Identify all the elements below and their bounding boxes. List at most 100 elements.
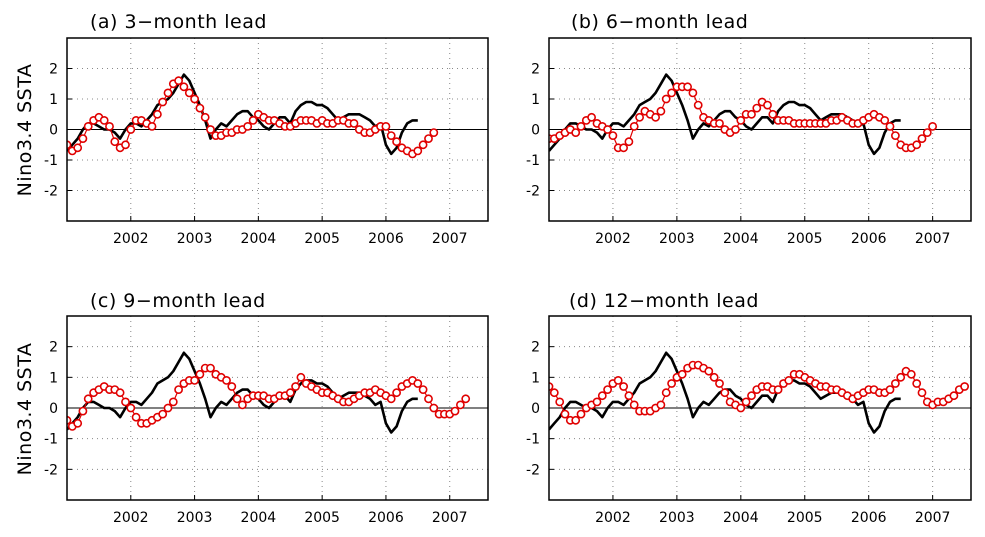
- panel-b-ytick-label-2: 2: [531, 62, 540, 78]
- panel-d-predicted-point: [576, 409, 586, 419]
- panel-b-predicted-point: [661, 94, 671, 104]
- panel-a-predicted-point: [248, 116, 258, 125]
- panel-d-predicted-point: [571, 415, 581, 425]
- panel-d-ytick-label-1: 1: [531, 370, 540, 386]
- panel-d-xtick-label-2006: 2006: [851, 510, 887, 526]
- panel-c-predicted-point: [115, 388, 125, 398]
- panel-d-predicted-point: [960, 382, 969, 391]
- panel-a-ytick-label--1: -1: [44, 153, 58, 169]
- panel-b-ytick-label--2: -2: [526, 184, 540, 200]
- panel-a-predicted-point: [190, 94, 199, 104]
- y-axis-label-bottom: Nino3.4 SSTA: [14, 343, 36, 476]
- panel-b-predicted-point: [587, 112, 596, 122]
- panel-c-frame: [66, 315, 489, 501]
- panel-c-predicted-point: [424, 394, 433, 404]
- panel-b-predicted-point: [624, 137, 634, 147]
- panel-a-predicted-point: [206, 125, 215, 134]
- panel-a-predicted-point: [78, 134, 88, 143]
- panel-b-predicted-point: [683, 82, 692, 92]
- panel-d-predicted-point: [656, 400, 666, 410]
- panel-c-predicted-point: [296, 372, 306, 382]
- panel-c-xtick-label-2002: 2002: [113, 510, 149, 526]
- panel-d-predicted-point: [613, 375, 623, 385]
- panel-a-predicted-point: [349, 119, 359, 128]
- panel-d-predicted-point: [704, 366, 714, 376]
- panel-a-predicted-point: [386, 131, 396, 140]
- panel-b-predicted-point: [928, 122, 937, 131]
- panel-c-predicted-point: [413, 379, 423, 388]
- panel-c-predicted-point: [206, 363, 215, 373]
- panel-b-predicted-point: [912, 140, 922, 150]
- panel-b-ytick-label-0: 0: [531, 123, 540, 139]
- panel-c-predicted-point: [163, 403, 173, 413]
- panel-c-ytick-label--2: -2: [44, 462, 58, 478]
- panel-c-xtick-label-2004: 2004: [241, 510, 277, 526]
- panel-b-xtick-label-2002: 2002: [595, 231, 631, 247]
- panel-b-ytick-label-1: 1: [531, 92, 540, 108]
- panel-b-plot: 2002 2003 2004 2005 2006 2007 2 1 0 -1 -2: [526, 37, 972, 247]
- panel-b-predicted-point: [891, 131, 900, 140]
- panel-a-ytick-label--2: -2: [44, 184, 58, 200]
- panel-a-predicted-point: [126, 125, 136, 134]
- panel-c-predicted-point: [232, 394, 242, 404]
- panel-b-predicted-point: [922, 128, 932, 137]
- panel-c-predicted-point: [227, 382, 237, 391]
- panel-c-predicted-point: [83, 394, 93, 404]
- panel-d-title: (d) 12−month lead: [569, 290, 759, 312]
- panel-b-xtick-label-2006: 2006: [851, 231, 887, 247]
- panel-b-predicted-point: [608, 131, 618, 140]
- panel-b-predicted-point: [736, 116, 746, 125]
- panel-a-title: (a) 3−month lead: [90, 11, 267, 33]
- panel-a-predicted-series: [67, 76, 439, 159]
- panel-c-predicted-point: [291, 382, 300, 391]
- panel-a-predicted-point: [147, 122, 157, 131]
- panel-a-xtick-label-2003: 2003: [177, 231, 213, 247]
- panel-a-predicted-point: [429, 128, 439, 137]
- panel-c-title: (c) 9−month lead: [90, 290, 266, 312]
- panel-b-ytick-label--1: -1: [526, 153, 540, 169]
- panel-c-ytick-label-1: 1: [49, 370, 58, 386]
- panel-c-ytick-label-2: 2: [49, 340, 58, 356]
- panel-c-predicted-point: [285, 388, 295, 398]
- panel-a-ytick-label-2: 2: [49, 62, 58, 78]
- panel-a-ytick-label-1: 1: [49, 92, 58, 108]
- panel-c-predicted-point: [386, 394, 396, 404]
- panel-c-predicted-point: [174, 385, 183, 394]
- panel-c-predicted-point: [222, 375, 231, 385]
- panel-d-ytick-label-0: 0: [531, 401, 540, 417]
- panel-b-predicted-point: [880, 116, 890, 125]
- panel-a-ytick-label-0: 0: [49, 123, 58, 139]
- panel-b-predicted-point: [715, 119, 724, 128]
- panel-b-xtick-label-2007: 2007: [915, 231, 951, 247]
- panel-a-predicted-point: [110, 137, 120, 147]
- panel-a-predicted-point: [195, 103, 205, 113]
- panel-b-xtick-label-2005: 2005: [787, 231, 823, 247]
- panel-d-predicted-point: [891, 379, 900, 388]
- panel-d-xtick-label-2002: 2002: [595, 510, 631, 526]
- panel-c-predicted-point: [168, 397, 178, 407]
- panel-c-plot: 2002 2003 2004 2005 2006 2007 2 1 0 -1 -2: [44, 315, 489, 526]
- panel-a-xtick-label-2006: 2006: [368, 231, 404, 247]
- panel-b-predicted-point: [635, 112, 644, 122]
- panel-a-predicted-point: [200, 112, 210, 122]
- panel-d-predicted-point: [906, 369, 916, 379]
- panel-d-predicted-series: [549, 360, 969, 425]
- panel-a-predicted-point: [158, 97, 168, 107]
- panel-b-predicted-point: [885, 122, 895, 131]
- panel-c-predicted-point: [73, 418, 83, 428]
- panel-b-predicted-point: [603, 125, 612, 134]
- panel-c-predicted-series: [67, 363, 471, 431]
- panel-d-predicted-point: [677, 369, 687, 379]
- panel-c-ytick-label--1: -1: [44, 432, 58, 448]
- panel-c-predicted-point: [195, 369, 205, 379]
- panel-d-xtick-label-2003: 2003: [659, 510, 695, 526]
- panel-a-xtick-label-2004: 2004: [241, 231, 277, 247]
- panel-c-predicted-point: [190, 375, 199, 385]
- panel-a-predicted-point: [163, 88, 173, 98]
- panel-d-predicted-point: [912, 379, 922, 388]
- panel-d-predicted-point: [592, 397, 602, 407]
- panel-a-predicted-point: [152, 109, 162, 119]
- panel-d-predicted-point: [715, 379, 724, 388]
- panel-a-predicted-point: [179, 82, 189, 92]
